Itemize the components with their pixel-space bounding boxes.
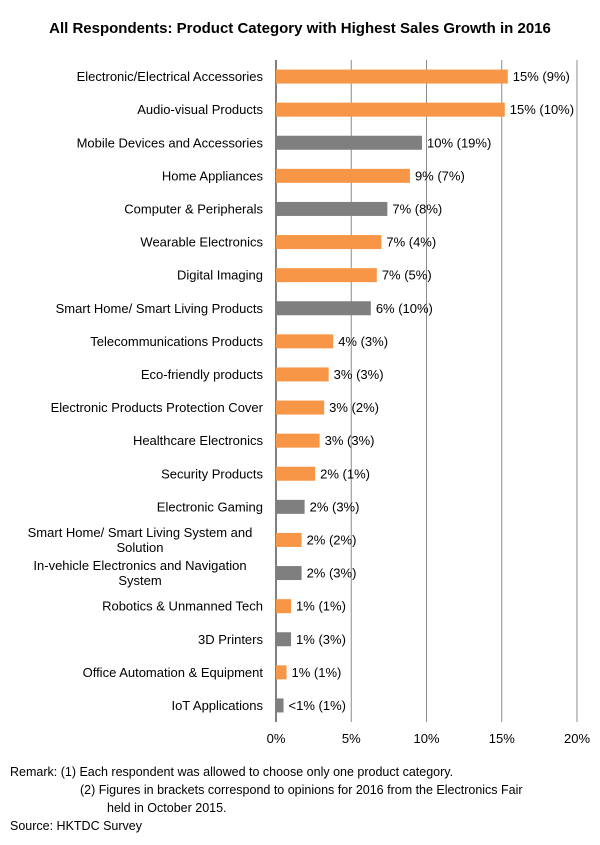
category-label: Audio-visual Products: [137, 102, 263, 117]
bar: [276, 367, 329, 382]
chart-title: All Respondents: Product Category with H…: [49, 20, 551, 37]
bar: [276, 665, 287, 680]
bar: [276, 532, 302, 547]
data-label: <1% (1%): [289, 698, 346, 713]
category-label: Home Appliances: [162, 168, 264, 183]
bar-chart: 0% 5% 10% 15% 20% Electronic/Electrical Acces…: [28, 60, 590, 746]
remark-line-1: Remark: (1) Each respondent was allowed …: [10, 765, 454, 779]
data-label: 3% (2%): [329, 400, 379, 415]
x-tick-label: 0%: [267, 731, 286, 746]
remark-line-2: (2) Figures in brackets correspond to op…: [80, 783, 523, 797]
data-label: 2% (1%): [320, 466, 370, 481]
bar: [276, 566, 302, 581]
category-label: Computer & Peripherals: [124, 201, 263, 216]
bar: [276, 334, 334, 349]
bar: [276, 599, 292, 614]
data-label: 2% (2%): [307, 532, 357, 547]
remark-line-3: held in October 2015.: [107, 801, 227, 815]
bar: [276, 102, 505, 117]
data-label: 10% (19%): [427, 135, 491, 150]
bar: [276, 499, 305, 514]
data-label: 9% (7%): [415, 168, 465, 183]
category-label: IoT Applications: [171, 698, 263, 713]
bar: [276, 69, 508, 84]
bar: [276, 698, 284, 713]
category-label: Eco-friendly products: [141, 367, 264, 382]
bar: [276, 168, 410, 183]
bar: [276, 466, 316, 481]
data-label: 6% (10%): [376, 301, 433, 316]
category-label: Office Automation & Equipment: [83, 665, 264, 680]
data-label: 1% (1%): [296, 599, 346, 614]
category-label: Smart Home/ Smart Living Products: [56, 301, 264, 316]
category-label: Electronic/Electrical Accessories: [77, 69, 264, 84]
x-tick-label: 15%: [489, 731, 515, 746]
data-label: 7% (4%): [386, 235, 436, 250]
bar: [276, 433, 320, 448]
category-label: Healthcare Electronics: [133, 433, 264, 448]
bar: [276, 400, 325, 415]
bar: [276, 235, 382, 250]
category-label: Electronic Gaming: [157, 499, 263, 514]
data-label: 3% (3%): [334, 367, 384, 382]
category-label: Telecommunications Products: [90, 334, 263, 349]
source-note: Source: HKTDC Survey: [10, 819, 142, 833]
category-label: 3D Printers: [198, 632, 264, 647]
bar: [276, 135, 422, 150]
data-label: 4% (3%): [338, 334, 388, 349]
bar: [276, 268, 377, 283]
data-label: 1% (3%): [296, 632, 346, 647]
category-label: Robotics & Unmanned Tech: [102, 599, 263, 614]
data-label: 3% (3%): [325, 433, 375, 448]
data-label: 7% (8%): [392, 201, 442, 216]
x-tick-label: 5%: [342, 731, 361, 746]
data-label: 7% (5%): [382, 268, 432, 283]
data-label: 2% (3%): [307, 566, 357, 581]
data-label: 15% (10%): [510, 102, 574, 117]
category-label: Electronic Products Protection Cover: [51, 400, 264, 415]
bar: [276, 632, 292, 647]
remarks: Remark: (1) Each respondent was allowed …: [10, 763, 523, 835]
category-label: Smart Home/ Smart Living System and Solut…: [28, 525, 253, 555]
data-label: 1% (1%): [292, 665, 342, 680]
x-tick-label: 20%: [564, 731, 590, 746]
data-label: 2% (3%): [310, 499, 360, 514]
category-label: Digital Imaging: [177, 268, 263, 283]
category-label: Security Products: [161, 466, 263, 481]
bar: [276, 201, 388, 216]
category-label: Mobile Devices and Accessories: [77, 135, 264, 150]
bar: [276, 301, 371, 316]
category-label: In-vehicle Electronics and Navigation Sys…: [33, 558, 246, 588]
category-label: Wearable Electronics: [140, 235, 263, 250]
x-tick-label: 10%: [413, 731, 439, 746]
data-label: 15% (9%): [513, 69, 570, 84]
